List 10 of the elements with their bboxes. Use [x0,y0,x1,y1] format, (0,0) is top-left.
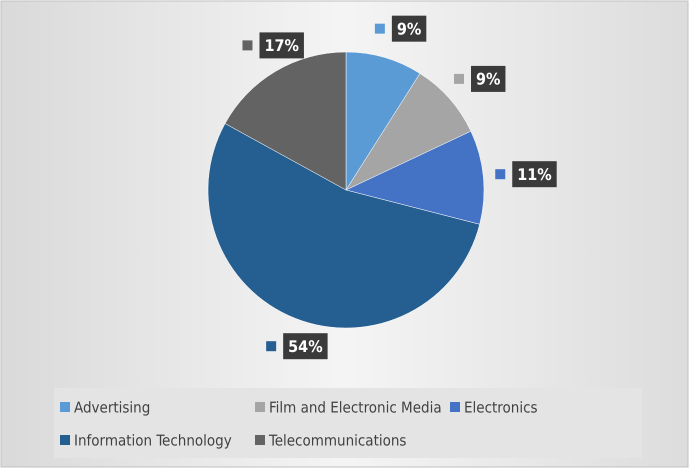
legend-label: Information Technology [74,431,232,450]
legend-label: Electronics [464,398,538,416]
legend-label: Film and Electronic Media [269,398,442,416]
legend-label: Advertising [74,398,150,416]
data-label: 54% [288,336,323,356]
data-label: 11% [517,164,552,184]
data-label: 9% [476,70,500,88]
data-label: 17% [264,36,299,55]
legend-label: Telecommunications [268,431,406,450]
data-label: 9% [396,19,422,38]
